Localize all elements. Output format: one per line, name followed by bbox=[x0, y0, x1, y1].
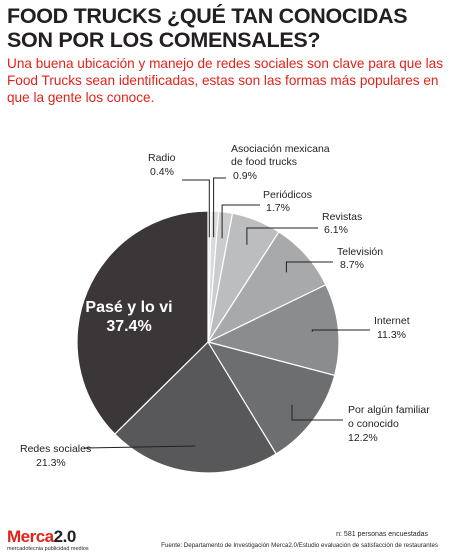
value-internet: 11.3% bbox=[377, 329, 406, 341]
value-television: 8.7% bbox=[340, 259, 364, 271]
leader-line-2 bbox=[221, 204, 260, 239]
label-pase-y-lo-vi: Pasé y lo vi bbox=[85, 299, 172, 316]
label-familiar-line1: Por algún familiar bbox=[348, 404, 430, 416]
page-title: FOOD TRUCKS ¿QUÉ TAN CONOCIDAS SON POR L… bbox=[7, 4, 408, 52]
leader-line-1 bbox=[213, 177, 226, 238]
label-familiar-line2: o conocido bbox=[348, 418, 399, 430]
value-periodicos: 1.7% bbox=[266, 202, 290, 214]
pie-slice-8 bbox=[76, 210, 209, 435]
label-internet: Internet bbox=[374, 315, 410, 327]
pie-slice-7 bbox=[113, 341, 277, 474]
label-periodicos: Periódicos bbox=[263, 189, 312, 201]
leader-line-6 bbox=[291, 404, 343, 421]
logo-version: 2.0 bbox=[53, 527, 77, 546]
value-asociacion: 0.9% bbox=[233, 170, 257, 182]
pie-slices bbox=[76, 210, 340, 474]
leader-lines bbox=[83, 177, 370, 449]
page-subtitle: Una buena ubicación y manejo de redes so… bbox=[7, 56, 444, 105]
label-television: Televisión bbox=[337, 246, 383, 258]
label-radio: Radio bbox=[148, 152, 176, 164]
leader-line-0 bbox=[182, 179, 210, 238]
leader-line-7 bbox=[83, 445, 196, 449]
label-revistas: Revistas bbox=[322, 211, 362, 223]
pie-slice-5 bbox=[206, 283, 340, 377]
sample-size-note: n: 581 personas encuestadas bbox=[336, 531, 428, 538]
value-pase-y-lo-vi: 37.4% bbox=[106, 318, 151, 335]
logo-tagline: mercadotecnia publicidad medios bbox=[7, 546, 89, 552]
leader-line-4 bbox=[285, 261, 333, 273]
leader-line-5 bbox=[311, 329, 370, 332]
leader-line-3 bbox=[246, 227, 318, 245]
label-redes-sociales: Redes sociales bbox=[20, 443, 91, 455]
source-note: Fuente: Departamento de Investigación Me… bbox=[161, 542, 438, 549]
label-asociacion-line2: de food trucks bbox=[231, 156, 297, 168]
value-redes-sociales: 21.3% bbox=[36, 457, 66, 469]
value-familiar: 12.2% bbox=[348, 432, 378, 444]
logo-wordmark: Merca2.0 bbox=[7, 528, 89, 546]
value-revistas: 6.1% bbox=[324, 224, 348, 236]
label-asociacion-line1: Asociación mexicana bbox=[231, 143, 330, 155]
logo-brand: Merca bbox=[7, 527, 54, 546]
value-radio: 0.4% bbox=[150, 166, 174, 178]
brand-logo: Merca2.0 mercadotecnia publicidad medios bbox=[7, 528, 89, 553]
